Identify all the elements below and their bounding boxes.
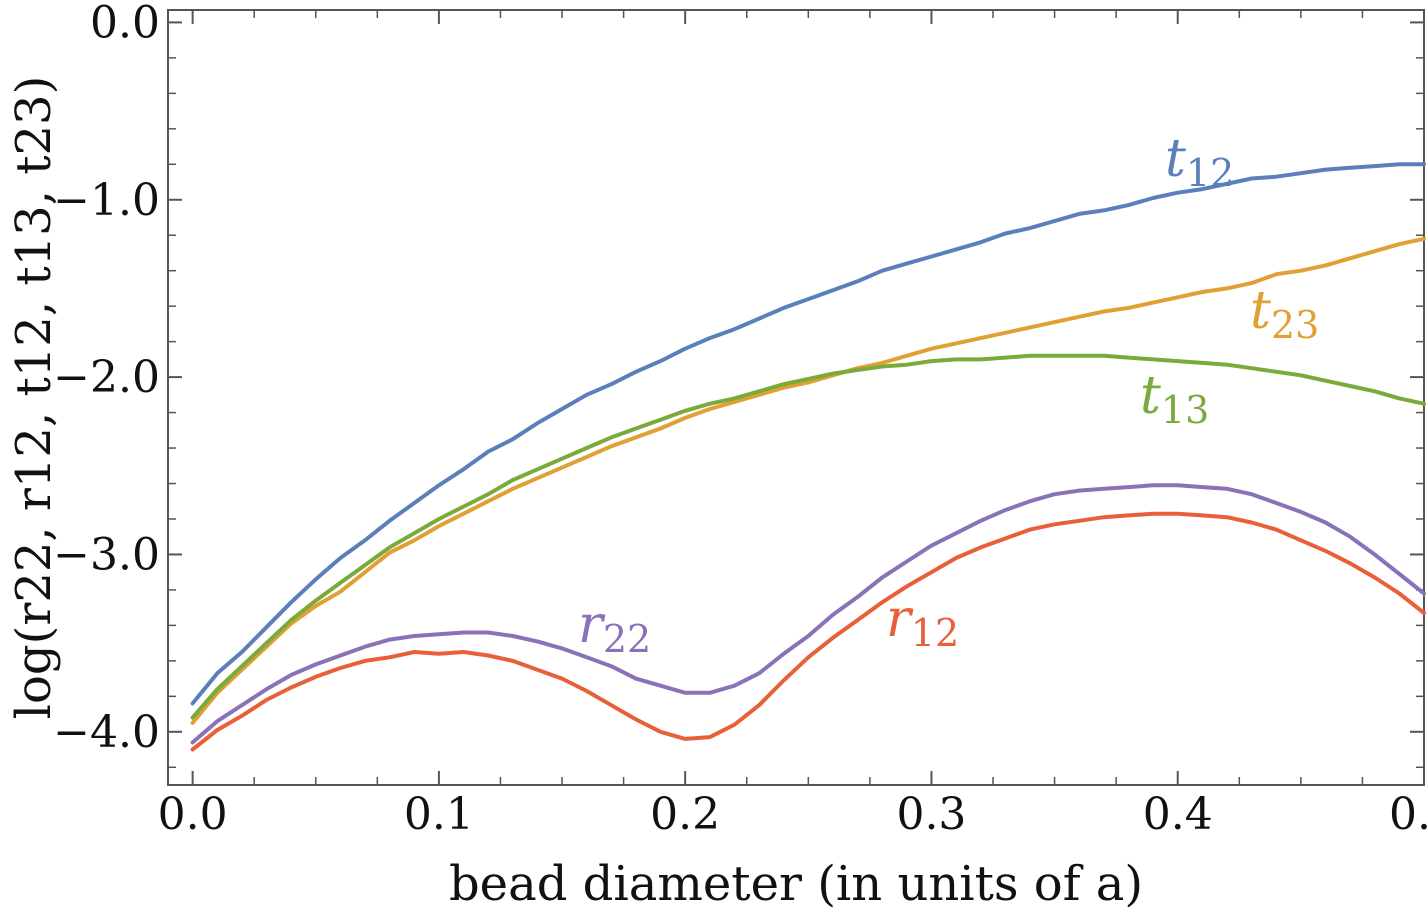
x-axis-label: bead diameter (in units of a) bbox=[449, 856, 1143, 912]
y-tick-label: −2.0 bbox=[53, 352, 160, 403]
x-tick-label: 0.3 bbox=[896, 789, 966, 840]
series-line-r12 bbox=[190, 511, 1426, 752]
x-tick-label: 0.5 bbox=[1389, 789, 1428, 840]
x-tick-label: 0.4 bbox=[1143, 789, 1213, 840]
y-tick-label: −3.0 bbox=[53, 529, 160, 580]
series-label-t13: t13 bbox=[1140, 366, 1209, 432]
x-tick-label: 0.1 bbox=[404, 789, 474, 840]
y-axis-label: log(r22, r12, t12, t13, t23) bbox=[6, 76, 62, 720]
axes: 0.0 0.1 0.2 0.3 0.4 0.5 0.0 −1.0 −2.0 −3.0 −4.0 bbox=[53, 0, 1428, 840]
series-line-t23 bbox=[190, 236, 1426, 725]
x-tick-label: 0.0 bbox=[158, 789, 228, 840]
y-tick-label: 0.0 bbox=[90, 0, 160, 48]
series-line-t13 bbox=[190, 353, 1426, 720]
series-line-t12 bbox=[190, 162, 1426, 706]
series-labels: t12 t23 t13 r22 r12 bbox=[578, 129, 1319, 661]
y-tick-label: −4.0 bbox=[53, 707, 160, 758]
y-tick-label: −1.0 bbox=[53, 175, 160, 226]
series-line-r22 bbox=[190, 483, 1426, 745]
x-tick-label: 0.2 bbox=[650, 789, 720, 840]
series-label-t23: t23 bbox=[1250, 281, 1319, 347]
plot-frame bbox=[167, 9, 1425, 786]
series-label-t12: t12 bbox=[1165, 129, 1234, 195]
series-group bbox=[190, 162, 1426, 752]
series-label-r12: r12 bbox=[886, 589, 959, 655]
series-label-r22: r22 bbox=[578, 595, 651, 661]
